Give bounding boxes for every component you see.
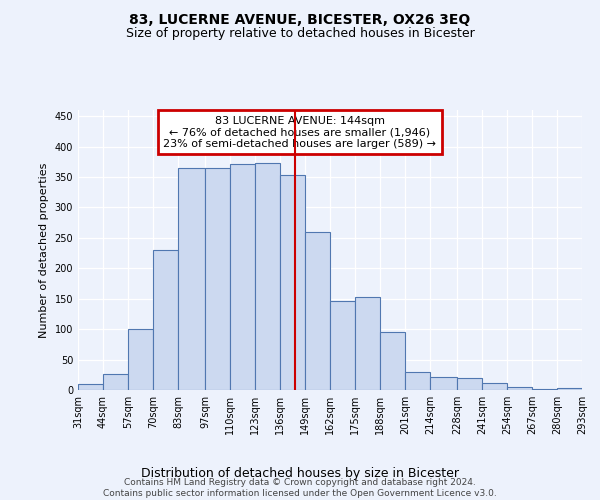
Y-axis label: Number of detached properties: Number of detached properties — [39, 162, 49, 338]
Bar — [405, 372, 430, 390]
Bar — [482, 384, 507, 390]
Bar — [355, 297, 380, 390]
Text: Contains HM Land Registry data © Crown copyright and database right 2024.
Contai: Contains HM Land Registry data © Crown c… — [103, 478, 497, 498]
Bar — [178, 168, 205, 390]
Bar — [128, 329, 153, 390]
Bar — [205, 168, 230, 390]
Bar — [280, 175, 305, 390]
Bar — [78, 384, 103, 390]
Text: 83, LUCERNE AVENUE, BICESTER, OX26 3EQ: 83, LUCERNE AVENUE, BICESTER, OX26 3EQ — [130, 12, 470, 26]
Bar — [557, 388, 582, 390]
Bar — [305, 232, 330, 390]
Text: Distribution of detached houses by size in Bicester: Distribution of detached houses by size … — [141, 467, 459, 480]
Bar — [380, 332, 405, 390]
Bar — [255, 163, 280, 390]
Bar — [230, 164, 255, 390]
Bar — [330, 300, 355, 390]
Bar — [457, 378, 482, 390]
Bar — [507, 387, 532, 390]
Bar — [153, 250, 178, 390]
Bar — [430, 376, 457, 390]
Text: Size of property relative to detached houses in Bicester: Size of property relative to detached ho… — [125, 28, 475, 40]
Text: 83 LUCERNE AVENUE: 144sqm
← 76% of detached houses are smaller (1,946)
23% of se: 83 LUCERNE AVENUE: 144sqm ← 76% of detac… — [163, 116, 436, 149]
Bar — [103, 374, 128, 390]
